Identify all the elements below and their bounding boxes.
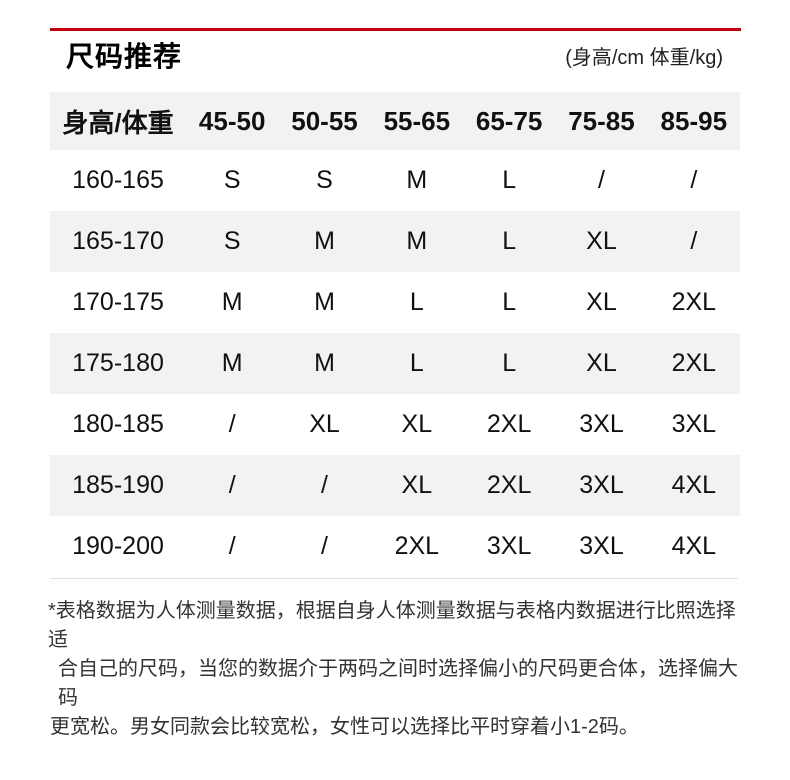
size-cell: / — [690, 227, 698, 255]
footnote-line: *表格数据为人体测量数据，根据自身人体测量数据与表格内数据进行比照选择适 — [48, 600, 736, 651]
size-cell: 3XL — [579, 532, 624, 560]
accent-divider — [50, 28, 741, 31]
size-cell: 2XL — [671, 288, 717, 316]
size-cell: 2XL — [486, 410, 532, 438]
size-cell: L — [502, 288, 517, 316]
size-cell: M — [221, 349, 243, 377]
size-cell: M — [314, 349, 335, 377]
table-row: 185-190 / / XL 2XL 3XL 4XL — [50, 455, 740, 516]
table-header-row: 身高/体重 45-50 50-55 55-65 65-75 75-85 85-9… — [50, 92, 740, 150]
row-height-label: 180-185 — [72, 410, 164, 438]
size-cell: M — [406, 227, 428, 255]
size-cell: XL — [309, 410, 340, 438]
table-header-cell: 75-85 — [568, 105, 635, 136]
footnote: *表格数据为人体测量数据，根据自身人体测量数据与表格内数据进行比照选择适 合自己… — [48, 597, 748, 742]
page-title: 尺码推荐 — [66, 41, 183, 72]
size-cell: / — [228, 471, 236, 499]
size-cell: 3XL — [671, 410, 717, 438]
table-header-cell: 50-55 — [291, 105, 358, 136]
size-cell: L — [409, 288, 424, 316]
size-cell: / — [690, 166, 698, 194]
row-height-label: 185-190 — [72, 471, 164, 499]
size-cell: L — [409, 349, 424, 377]
table-header-cell: 身高/体重 — [62, 107, 174, 138]
size-cell: 4XL — [671, 471, 717, 499]
size-cell: 3XL — [486, 532, 532, 560]
size-cell: / — [228, 410, 236, 438]
size-cell: / — [321, 532, 328, 560]
size-cell: S — [223, 227, 241, 255]
size-cell: L — [502, 166, 517, 194]
footnote-line: 合自己的尺码，当您的数据介于两码之间时选择偏小的尺码更合体，选择偏大码 — [58, 658, 738, 709]
size-cell: L — [502, 227, 517, 255]
size-cell: XL — [586, 349, 617, 377]
table-header-cell: 45-50 — [198, 105, 266, 136]
row-height-label: 190-200 — [72, 532, 164, 560]
size-cell: / — [228, 532, 236, 560]
size-cell: M — [314, 227, 335, 255]
size-cell: 4XL — [671, 532, 717, 560]
table-row: 170-175 M M L L XL 2XL — [50, 272, 740, 333]
row-height-label: 160-165 — [72, 166, 164, 194]
table-bottom-divider — [50, 578, 738, 579]
size-cell: L — [502, 349, 517, 377]
size-cell: 2XL — [486, 471, 532, 499]
size-cell: / — [321, 471, 328, 499]
size-cell: XL — [401, 471, 433, 499]
size-cell: XL — [586, 227, 617, 255]
unit-note: (身高/cm 体重/kg) — [565, 47, 723, 69]
footnote-line: 更宽松。男女同款会比较宽松，女性可以选择比平时穿着小1-2码。 — [50, 716, 639, 738]
table-header-cell: 85-95 — [660, 105, 728, 136]
row-height-label: 170-175 — [72, 288, 164, 316]
size-cell: XL — [401, 410, 433, 438]
size-cell: 2XL — [671, 349, 717, 377]
size-cell: 3XL — [579, 410, 624, 438]
size-table: 身高/体重 45-50 50-55 55-65 65-75 75-85 85-9… — [50, 92, 740, 577]
row-height-label: 175-180 — [72, 349, 164, 377]
size-cell: XL — [586, 288, 617, 316]
table-row: 165-170 S M M L XL / — [50, 211, 740, 272]
size-cell: M — [406, 166, 428, 194]
size-cell: / — [598, 166, 605, 194]
table-row: 190-200 / / 2XL 3XL 3XL 4XL — [50, 516, 740, 577]
table-row: 180-185 / XL XL 2XL 3XL 3XL — [50, 394, 740, 455]
size-cell: S — [316, 166, 333, 194]
table-header-cell: 65-75 — [475, 105, 543, 136]
table-row: 160-165 S S M L / / — [50, 150, 740, 211]
row-height-label: 165-170 — [72, 227, 164, 255]
table-header-cell: 55-65 — [383, 105, 451, 136]
size-cell: S — [223, 166, 241, 194]
size-cell: 2XL — [394, 532, 440, 560]
size-cell: M — [314, 288, 335, 316]
table-row: 175-180 M M L L XL 2XL — [50, 333, 740, 394]
size-cell: 3XL — [579, 471, 624, 499]
size-cell: M — [221, 288, 243, 316]
